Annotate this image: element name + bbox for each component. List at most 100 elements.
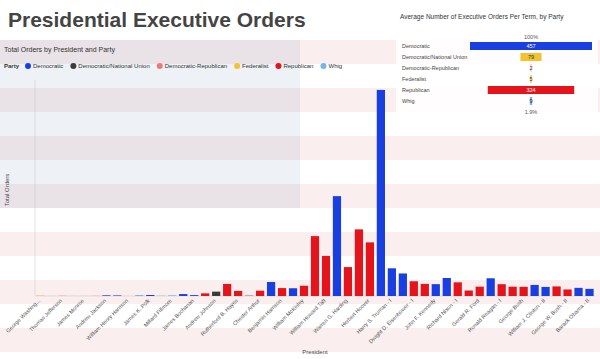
- x-tick-label: Barack Obama - II: [554, 297, 590, 333]
- bar[interactable]: [322, 256, 330, 296]
- y-axis-line: [35, 80, 36, 296]
- bar[interactable]: [388, 268, 396, 296]
- bar[interactable]: [377, 90, 385, 296]
- legend-label: Whig: [328, 63, 342, 69]
- bar[interactable]: [245, 295, 253, 296]
- bar[interactable]: [333, 196, 341, 296]
- bar[interactable]: [47, 295, 55, 296]
- bar[interactable]: [256, 291, 264, 296]
- bar[interactable]: [289, 288, 297, 296]
- bar[interactable]: [366, 242, 374, 296]
- chart-root: Presidential Executive Orders Total Order…: [0, 0, 600, 359]
- bar[interactable]: [541, 287, 549, 296]
- flag-stripe: [0, 232, 600, 256]
- bar[interactable]: [552, 286, 560, 296]
- bar[interactable]: [36, 295, 44, 296]
- bar[interactable]: [399, 273, 407, 296]
- bar[interactable]: [476, 287, 484, 296]
- bar[interactable]: [113, 295, 121, 296]
- chart-title: Total Orders by President and Party: [4, 46, 115, 54]
- bar[interactable]: [58, 295, 66, 296]
- flag-canton: [0, 40, 300, 208]
- bar[interactable]: [509, 287, 517, 296]
- bar[interactable]: [212, 292, 220, 296]
- funnel-data-label: 2: [529, 65, 532, 71]
- funnel-category: Democratic-Republican: [402, 65, 459, 71]
- bar[interactable]: [465, 291, 473, 296]
- legend-label: Federalist: [242, 63, 269, 69]
- funnel-data-label: 9: [529, 98, 532, 104]
- bar[interactable]: [234, 291, 242, 296]
- x-tick-label: Thomas Jefferson: [28, 297, 63, 332]
- bar[interactable]: [135, 295, 143, 296]
- bar[interactable]: [574, 288, 582, 296]
- funnel-panel: [396, 7, 598, 121]
- funnel-bar[interactable]: [530, 97, 532, 105]
- legend-label: Democratic/National Union: [78, 63, 149, 69]
- bar[interactable]: [520, 287, 528, 296]
- funnel-category: Democratic: [402, 43, 430, 49]
- page-title: Presidential Executive Orders: [8, 8, 306, 31]
- x-tick-label: William J. Clinton - II: [507, 297, 547, 337]
- bar[interactable]: [530, 285, 538, 296]
- legend-label: Democratic-Republican: [165, 63, 227, 69]
- bar[interactable]: [487, 278, 495, 296]
- bar[interactable]: [355, 229, 363, 296]
- bar[interactable]: [102, 295, 110, 296]
- funnel-data-label: 5: [529, 76, 532, 82]
- bar[interactable]: [157, 295, 165, 296]
- x-tick-label: Harry S. Truman - I: [355, 297, 393, 335]
- legend-swatch: [157, 63, 163, 69]
- legend-swatch: [320, 63, 326, 69]
- x-axis-title: President: [302, 349, 328, 355]
- bar[interactable]: [168, 295, 176, 296]
- bar[interactable]: [432, 284, 440, 296]
- bar[interactable]: [410, 281, 418, 296]
- funnel-category: Federalist: [402, 76, 427, 82]
- funnel-category: Republican: [402, 87, 430, 93]
- funnel-annotation: 1.9%: [525, 109, 538, 115]
- bar[interactable]: [311, 236, 319, 296]
- legend-swatch: [275, 63, 281, 69]
- legend-label: Democratic: [33, 63, 63, 69]
- bar[interactable]: [146, 295, 154, 296]
- bar[interactable]: [124, 296, 132, 297]
- bar[interactable]: [454, 282, 462, 296]
- bar[interactable]: [80, 295, 88, 296]
- bar[interactable]: [223, 284, 231, 296]
- background: [0, 0, 600, 359]
- funnel-data-label: 324: [526, 87, 535, 93]
- funnel-bar[interactable]: [530, 75, 531, 83]
- x-tick-label: Ronald Reagan - I: [467, 297, 503, 333]
- bar[interactable]: [278, 288, 286, 296]
- y-axis-title: Total Orders: [4, 174, 10, 207]
- x-tick-label: George W. Bush - II: [530, 297, 569, 336]
- bar[interactable]: [267, 282, 275, 296]
- funnel-bar[interactable]: [530, 64, 532, 72]
- bar[interactable]: [201, 293, 209, 296]
- funnel-data-label: 457: [526, 43, 535, 49]
- bar[interactable]: [585, 289, 593, 296]
- bar[interactable]: [69, 295, 77, 296]
- bar[interactable]: [443, 278, 451, 296]
- bar[interactable]: [91, 295, 99, 296]
- funnel-data-label: 79: [528, 54, 534, 60]
- legend-swatch: [234, 63, 240, 69]
- funnel-bar[interactable]: [488, 86, 574, 94]
- bar[interactable]: [421, 284, 429, 296]
- funnel-category: Democratic/National Union: [402, 54, 467, 60]
- bar[interactable]: [498, 284, 506, 296]
- bar[interactable]: [344, 267, 352, 296]
- bar[interactable]: [190, 295, 198, 296]
- funnel-category: Whig: [402, 98, 415, 104]
- bar[interactable]: [300, 286, 308, 296]
- x-tick-label: Rutherford B. Hayes: [199, 297, 239, 337]
- legend-title: Party: [4, 63, 20, 69]
- background-fill: [0, 0, 600, 359]
- funnel-bar[interactable]: [520, 53, 541, 61]
- x-tick-label: William Henry Harrison: [85, 297, 129, 341]
- bar[interactable]: [563, 289, 571, 296]
- funnel-bar[interactable]: [470, 42, 592, 50]
- funnel-annotation: 100%: [524, 34, 538, 40]
- bar[interactable]: [179, 294, 187, 296]
